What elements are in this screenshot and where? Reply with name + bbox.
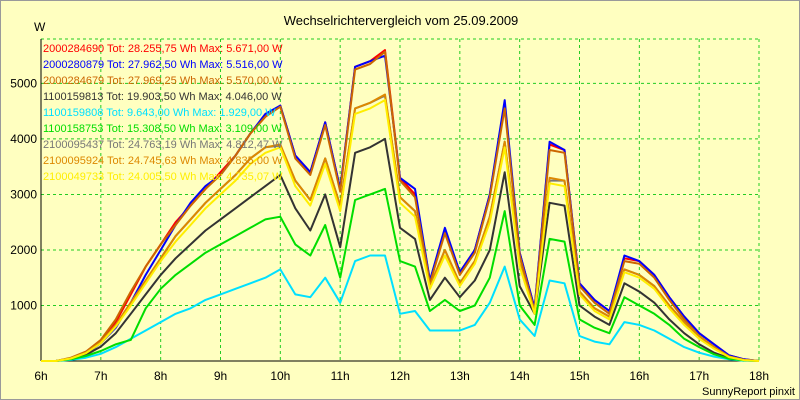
x-tick-label: 10h <box>270 369 290 383</box>
y-tick-label: 1000 <box>10 298 37 312</box>
axes <box>40 39 759 362</box>
series-line-1100159808 <box>41 254 760 362</box>
x-tick-label: 8h <box>154 369 167 383</box>
x-tick-label: 13h <box>450 369 470 383</box>
footer-credit: SunnyReport pinxit <box>702 386 795 398</box>
x-tick-label: 18h <box>749 369 769 383</box>
legend-entry-1100159808: 1100159808 Tot: 9.643,00 Wh Max: 1.929,0… <box>43 107 276 119</box>
legend-entry-2000284690: 2000284690 Tot: 28.255,75 Wh Max: 5.671,… <box>43 43 283 55</box>
x-tick-label: 16h <box>629 369 649 383</box>
series-line-1100158753 <box>41 187 760 362</box>
x-tick-label: 14h <box>510 369 530 383</box>
y-tick-label: 3000 <box>10 187 37 201</box>
legend-entry-2100049733: 2100049733 Tot: 24.005,50 Wh Max: 4.735,… <box>43 171 283 183</box>
legend-entry-2000280879: 2000280879 Tot: 27.962,50 Wh Max: 5.516,… <box>43 59 283 71</box>
x-tick-label: 11h <box>331 369 350 383</box>
chart-title: Wechselrichtervergleich vom 25.09.2009 <box>284 13 519 28</box>
legend: 2000284690 Tot: 28.255,75 Wh Max: 5.671,… <box>43 43 283 183</box>
legend-entry-2100095924: 2100095924 Tot: 24.745,63 Wh Max: 4.835,… <box>43 155 283 167</box>
tick-labels: 6h 7h 8h 9h 10h 11h 12h 13h 14h 15h 16h 17h 18h 1000 2… <box>10 76 769 383</box>
legend-entry-2100095437: 2100095437 Tot: 24.763,19 Wh Max: 4.812,… <box>43 139 283 151</box>
x-tick-label: 17h <box>689 369 709 383</box>
series-line-2100049733 <box>41 99 760 362</box>
legend-entry-1100158753: 1100158753 Tot: 15.308,50 Wh Max: 3.109,… <box>43 123 282 135</box>
legend-entry-2000284679: 2000284679 Tot: 27.969,25 Wh Max: 5.570,… <box>43 75 283 87</box>
y-tick-label: 2000 <box>10 243 37 257</box>
x-tick-label: 15h <box>569 369 589 383</box>
y-axis-label: W <box>34 20 46 34</box>
series-line-2000284679 <box>41 50 760 362</box>
x-tick-label: 7h <box>94 369 107 383</box>
y-tick-label: 5000 <box>10 76 37 90</box>
x-tick-label: 6h <box>34 369 47 383</box>
legend-entry-1100159813: 1100159813 Tot: 19.903,50 Wh Max: 4.046,… <box>43 91 282 103</box>
series-lines <box>41 49 760 362</box>
x-tick-label: 12h <box>390 369 410 383</box>
series-line-1100159813 <box>41 137 760 362</box>
y-tick-label: 4000 <box>10 132 37 146</box>
x-tick-label: 9h <box>214 369 227 383</box>
